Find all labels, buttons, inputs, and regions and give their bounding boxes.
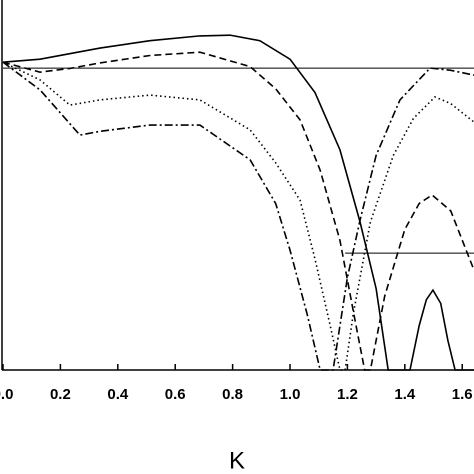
x-tick-label: 1.0 xyxy=(280,386,301,403)
x-tick-label: 1.6 xyxy=(452,386,473,403)
x-tick-label: 0.0 xyxy=(0,386,13,403)
data-line xyxy=(2,34,474,371)
x-tick-label: 0.6 xyxy=(165,386,186,403)
x-tick-label: 1.2 xyxy=(337,386,358,403)
x-tick-label: 0.4 xyxy=(107,386,129,403)
x-tick-label: 0.8 xyxy=(222,386,243,403)
x-tick-label: 0.2 xyxy=(50,386,71,403)
data-line xyxy=(2,51,474,371)
x-tick-label: 1.4 xyxy=(394,386,416,403)
x-axis-label: K xyxy=(229,447,245,474)
data-line xyxy=(2,61,474,371)
data-line xyxy=(2,61,474,371)
